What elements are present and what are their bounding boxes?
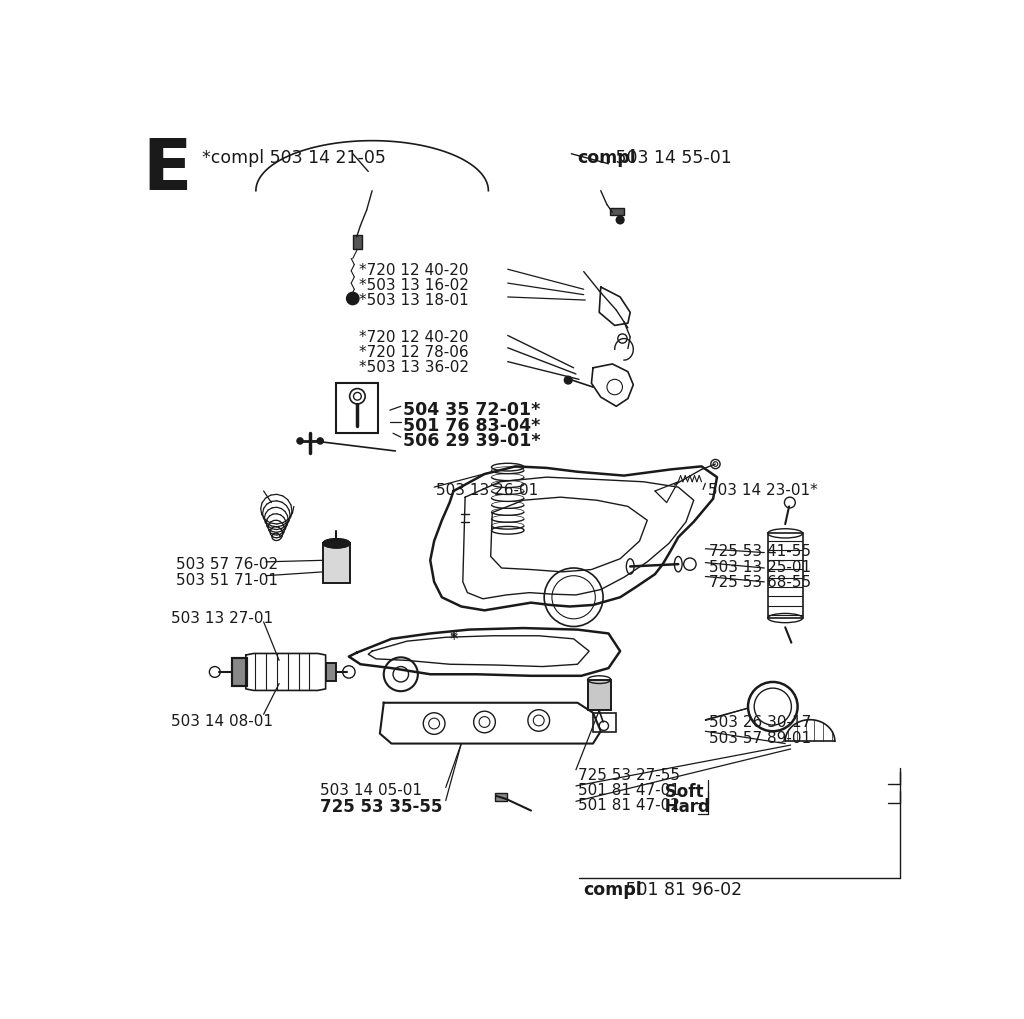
Bar: [231, 658, 248, 686]
Text: compl: compl: [578, 149, 636, 167]
Text: 501 76 83-04*: 501 76 83-04*: [403, 416, 541, 434]
Text: *720 12 40-20: *720 12 40-20: [359, 330, 468, 345]
Text: 503 14 08-01: 503 14 08-01: [171, 713, 272, 728]
Text: Hard: Hard: [658, 798, 710, 815]
Text: 503 14 05-01: 503 14 05-01: [321, 783, 422, 797]
Text: *503 13 18-01: *503 13 18-01: [359, 292, 469, 308]
Bar: [588, 680, 611, 711]
Text: *: *: [450, 630, 458, 648]
Text: Soft: Soft: [658, 783, 703, 800]
Text: *720 12 78-06: *720 12 78-06: [359, 344, 469, 360]
Bar: [588, 680, 611, 711]
Text: 501 81 47-01: 501 81 47-01: [578, 783, 679, 797]
Text: 503 57 89-01: 503 57 89-01: [710, 730, 811, 745]
Bar: [326, 663, 337, 682]
Bar: [326, 663, 337, 682]
Circle shape: [297, 438, 303, 444]
Text: 503 26 30-17: 503 26 30-17: [710, 714, 811, 730]
Text: 503 13 27-01: 503 13 27-01: [171, 610, 272, 626]
Text: 503 14 23-01*: 503 14 23-01*: [708, 482, 817, 497]
Text: *720 12 40-20: *720 12 40-20: [359, 263, 468, 278]
Text: 501 81 96-02: 501 81 96-02: [621, 880, 742, 898]
Bar: [324, 544, 350, 584]
Text: *503 13 36-02: *503 13 36-02: [359, 360, 469, 374]
Text: 501 81 47-02: 501 81 47-02: [578, 798, 679, 813]
Text: 725 53 68-55: 725 53 68-55: [710, 575, 811, 590]
Bar: [336, 384, 378, 434]
Text: 506 29 39-01*: 506 29 39-01*: [403, 431, 541, 449]
Bar: [231, 658, 248, 686]
Bar: [324, 544, 350, 584]
Bar: [593, 713, 616, 733]
Circle shape: [564, 377, 572, 384]
Text: 725 53 41-55: 725 53 41-55: [710, 544, 811, 558]
Bar: [768, 534, 803, 619]
Text: E: E: [142, 137, 191, 205]
Text: 503 14 55-01: 503 14 55-01: [610, 149, 732, 167]
Bar: [495, 793, 507, 801]
Bar: [610, 209, 624, 216]
Text: 503 13 25-01: 503 13 25-01: [710, 559, 811, 574]
Text: 503 13 26-01: 503 13 26-01: [436, 482, 539, 497]
Text: 503 51 71-01: 503 51 71-01: [176, 573, 279, 587]
Text: 503 57 76-02: 503 57 76-02: [176, 557, 279, 572]
Text: *compl 503 14 21-05: *compl 503 14 21-05: [202, 149, 385, 167]
Circle shape: [317, 438, 324, 444]
Ellipse shape: [323, 539, 350, 548]
Text: compl: compl: [584, 880, 642, 898]
Circle shape: [346, 293, 359, 306]
Text: *: *: [450, 630, 458, 645]
Text: *503 13 16-02: *503 13 16-02: [359, 277, 469, 292]
Text: 504 35 72-01*: 504 35 72-01*: [403, 400, 541, 419]
Circle shape: [616, 217, 624, 224]
Bar: [352, 236, 362, 250]
Text: 725 53 35-55: 725 53 35-55: [321, 798, 442, 815]
Text: 725 53 27-55: 725 53 27-55: [578, 767, 680, 782]
